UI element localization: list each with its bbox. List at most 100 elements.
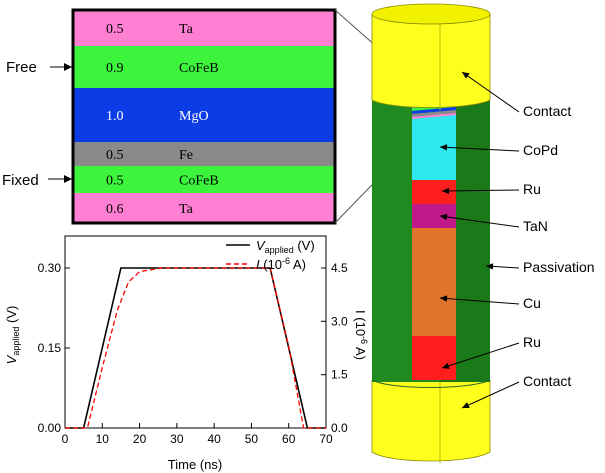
pillar-passivation-lower-rim — [371, 379, 491, 388]
pillar-top-cap — [371, 3, 491, 25]
legend-i-sup: -6 — [282, 256, 290, 266]
free-label: Free — [6, 59, 37, 76]
x-tick-label: 10 — [96, 432, 110, 446]
stack-layer-thickness: 0.5 — [106, 22, 124, 37]
y-left-title-sub: applied — [11, 327, 21, 356]
stack-layer-5 — [73, 193, 335, 223]
pillar-top-contact — [371, 13, 491, 108]
legend-i-rest: (10 — [260, 257, 282, 272]
stack-layer-thickness: 0.5 — [106, 174, 124, 189]
chart-frame — [64, 235, 327, 429]
legend-v-rest: (V) — [294, 238, 315, 253]
y-right-axis-title: I (10-6 A) — [353, 310, 369, 360]
pillar-label-ru: Ru — [523, 334, 541, 350]
legend-v-main: V — [256, 238, 266, 253]
voltage-series-line — [65, 267, 326, 429]
pillar-bottom-contact — [371, 379, 491, 462]
pillar-label-contact: Contact — [523, 373, 571, 389]
y-right-title-main: I (10 — [353, 310, 368, 336]
stack-layer-0 — [73, 10, 335, 46]
layer-stack: 0.5 Ta 0.9 CoFeB 1.0 MgO 0.5 Fe 0.5 CoFeB 0.6 Ta — [73, 10, 335, 223]
y-left-title-rest: (V) — [4, 306, 19, 327]
stack-layer-material: Fe — [179, 148, 193, 163]
callout-arrow-head — [442, 362, 450, 369]
legend-i-main: I — [256, 257, 260, 272]
legend-v-sub: applied — [265, 245, 294, 255]
chart-ticks: 0 10 20 30 40 50 60 70 0.00 0.15 0.30 0.0 1.5 3.0 4.5 — [38, 261, 348, 446]
callout-line — [461, 71, 520, 113]
legend-label-current: I (10-6 A) — [256, 256, 306, 272]
stack-layer-thickness: 1.0 — [106, 109, 124, 124]
stack-frame — [71, 8, 337, 225]
y-left-axis-title: Vapplied (V) — [4, 306, 21, 365]
pillar-tan — [412, 204, 456, 228]
callout-arrow-head — [486, 263, 494, 270]
chart-series — [65, 267, 326, 429]
callout-arrow-head — [440, 213, 448, 221]
stack-layer-material: MgO — [179, 109, 209, 124]
x-tick-label: 50 — [245, 432, 259, 446]
stack-layer-3 — [73, 142, 335, 166]
stack-layer-4 — [73, 166, 335, 193]
stack-layer-material: Ta — [179, 202, 194, 217]
pillar-mtj-ta-bottom — [412, 113, 456, 119]
fixed-label: Fixed — [2, 172, 39, 189]
stack-layer-material: CoFeB — [179, 174, 219, 189]
y-left-tick-label: 0.15 — [38, 341, 62, 355]
x-tick-label: 0 — [62, 432, 69, 446]
pillar-label-passivation: Passivation — [523, 259, 595, 275]
callout-arrow-head — [440, 144, 448, 151]
pillar-mtj-fe — [412, 110, 456, 117]
callout-line — [441, 342, 520, 369]
callout-line — [439, 146, 520, 152]
pillar-label-cu: Cu — [523, 295, 541, 311]
stack-layer-material: Ta — [179, 22, 194, 37]
y-right-title-rest: A) — [353, 344, 368, 360]
pillar-mtj-mgo — [412, 107, 456, 114]
x-axis-title: Time (ns) — [168, 457, 222, 472]
free-arrow-head — [64, 63, 72, 71]
x-tick-label: 40 — [207, 432, 221, 446]
y-left-tick-label: 0.00 — [38, 421, 62, 435]
callout-arrow-head — [440, 295, 448, 302]
callout-line — [439, 297, 520, 305]
chart: 0 10 20 30 40 50 60 700.000.150.300.01.53.04.5 … — [4, 235, 369, 472]
pillar-cu — [412, 228, 456, 336]
callout-arrow-head — [462, 72, 470, 79]
stack-layer-thickness: 0.5 — [106, 148, 124, 163]
pillar-ru-lower — [412, 336, 456, 380]
fixed-arrow-head — [64, 175, 72, 183]
pillar-ru-upper — [412, 180, 456, 204]
pillar-label-tan: TaN — [523, 218, 548, 234]
x-tick-label: 20 — [133, 432, 147, 446]
legend-i-tail: A) — [290, 257, 306, 272]
pillar-label-contact: Contact — [523, 103, 571, 119]
pillar-callouts: Contact CoPd Ru TaN Passivation Cu Ru Contact — [439, 71, 595, 409]
callout-line — [439, 215, 520, 228]
legend-label-voltage: Vapplied (V) — [256, 238, 315, 255]
x-tick-label: 60 — [282, 432, 296, 446]
chart-legend: Vapplied (V) I (10-6 A) — [226, 238, 315, 272]
x-tick-label: 30 — [170, 432, 184, 446]
y-right-tick-label: 1.5 — [331, 368, 348, 382]
stack-layer-thickness: 0.6 — [106, 202, 124, 217]
y-left-tick-label: 0.30 — [38, 261, 62, 275]
stack-layer-2 — [73, 88, 335, 142]
y-right-title-sup: -6 — [359, 336, 369, 344]
pillar-label-copd: CoPd — [523, 142, 558, 158]
current-series-line — [65, 267, 326, 429]
pillar-label-ru: Ru — [523, 181, 541, 197]
callout-line — [461, 381, 520, 409]
y-right-tick-label: 4.5 — [331, 261, 348, 275]
stack-layer-1 — [73, 46, 335, 88]
stack-layer-material: CoFeB — [179, 61, 219, 76]
callout-line — [441, 189, 520, 192]
x-tick-label: 70 — [319, 432, 333, 446]
y-right-tick-label: 3.0 — [331, 314, 348, 328]
stack-layer-thickness: 0.9 — [106, 61, 124, 76]
pillar — [371, 3, 491, 463]
callout-arrow-head — [442, 187, 450, 195]
callout-arrow-head — [462, 402, 470, 409]
y-right-tick-label: 0.0 — [331, 421, 348, 435]
